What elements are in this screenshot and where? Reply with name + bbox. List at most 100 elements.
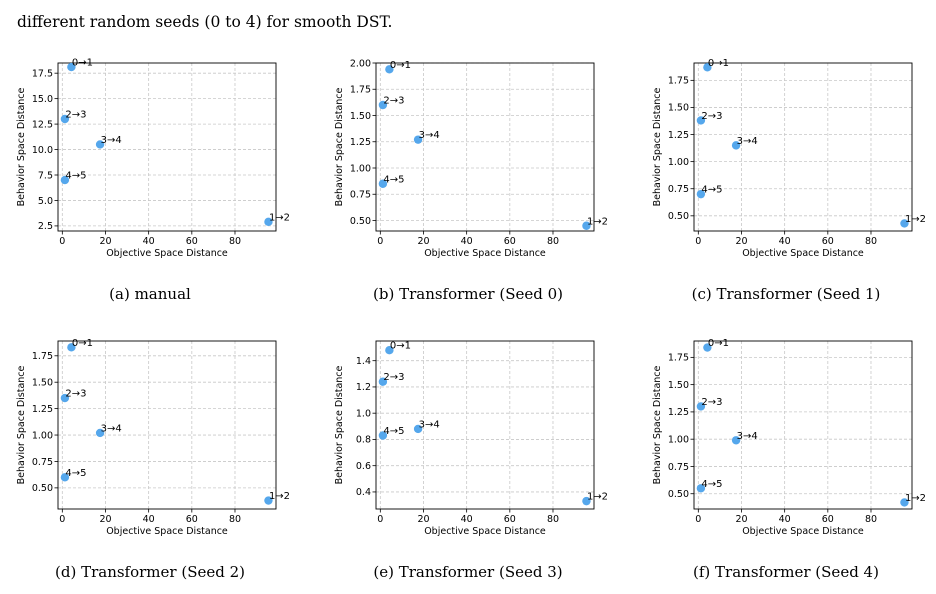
chart-4-point-2 xyxy=(413,424,423,434)
chart-panel-a: 0 20 40 60 80 2.5 5.0 7.5 10.0 12.5 15.0 17.5 Object… xyxy=(0,55,300,315)
chart-0-y-axis-label: Behavior Space Distance xyxy=(16,87,27,206)
chart-3-point-3 xyxy=(60,473,70,482)
chart-1-y-tick-label: 0.75 xyxy=(350,190,371,201)
chart-5-point-label-3: 4→5 xyxy=(701,479,722,490)
chart-2-y-tick-label: 1.00 xyxy=(668,157,689,168)
chart-0-x-tick-label: 80 xyxy=(229,236,241,247)
chart-1-y-tick-label: 2.00 xyxy=(350,58,371,69)
chart-5-point-label-0: 0→1 xyxy=(708,338,729,349)
chart-4-point-label-4: 1→2 xyxy=(587,492,608,503)
chart-1-y-tick-label: 1.00 xyxy=(350,163,371,174)
chart-1-point-3 xyxy=(378,179,388,188)
chart-2-grid xyxy=(694,63,912,231)
chart-3-y-tick-label: 1.25 xyxy=(32,404,53,415)
chart-3-grid xyxy=(58,341,276,509)
chart-5-x-tick-label: 20 xyxy=(735,514,747,525)
chart-3-point-label-1: 2→3 xyxy=(65,389,86,400)
chart-2-point-0 xyxy=(703,63,712,72)
chart-0-point-0 xyxy=(67,62,76,72)
chart-1-y-axis-label: Behavior Space Distance xyxy=(334,87,345,206)
chart-2-point-1 xyxy=(696,116,706,125)
chart-1-x-tick-label: 80 xyxy=(547,236,559,247)
chart-panel-d: 0 20 40 60 80 0.50 0.75 1.00 1.25 1.50 1.75 Objecti… xyxy=(0,333,300,593)
caption-d: (d) Transformer (Seed 2) xyxy=(55,563,245,581)
chart-panel-f: 0 20 40 60 80 0.50 0.75 1.00 1.25 1.50 1.75 Objecti… xyxy=(636,333,936,593)
chart-1-x-tick-label: 60 xyxy=(504,236,516,247)
chart-4-x-tick-label: 40 xyxy=(461,514,473,525)
chart-2-x-tick-label: 80 xyxy=(865,236,877,247)
chart-1-y-tick-label: 0.50 xyxy=(350,216,371,227)
chart-2-y-tick-label: 0.50 xyxy=(668,211,689,222)
chart-4-point-label-3: 4→5 xyxy=(383,426,404,437)
chart-0-point-3 xyxy=(60,175,70,185)
chart-2-point-label-0: 0→1 xyxy=(708,58,729,69)
chart-4-plot-frame xyxy=(375,340,595,510)
chart-0-y-tick-label: 7.5 xyxy=(38,170,53,181)
caption-f: (f) Transformer (Seed 4) xyxy=(693,563,879,581)
chart-1-point-label-4: 1→2 xyxy=(587,216,608,227)
chart-5-y-tick-label: 1.00 xyxy=(668,434,689,445)
chart-3-y-axis-label: Behavior Space Distance xyxy=(16,365,27,484)
chart-4-y-tick-label: 0.6 xyxy=(356,461,371,472)
chart-4-y-tick-label: 0.4 xyxy=(356,487,371,498)
scatter-plot-e: 0 20 40 60 80 0.4 0.6 0.8 1.0 1.2 1.4 Objective Spa… xyxy=(334,340,608,537)
chart-5-point-1 xyxy=(696,402,706,411)
chart-2-x-tick-label: 0 xyxy=(695,236,701,247)
chart-4-x-tick-label: 60 xyxy=(504,514,516,525)
chart-2-point-label-4: 1→2 xyxy=(905,214,926,225)
chart-4-y-axis-label: Behavior Space Distance xyxy=(334,365,345,484)
chart-5-point-0 xyxy=(703,343,712,352)
chart-0-y-tick-label: 15.0 xyxy=(32,94,53,105)
chart-3-point-0 xyxy=(67,343,76,352)
chart-0-point-label-4: 1→2 xyxy=(269,212,290,223)
chart-5-point-4 xyxy=(900,498,909,507)
caption-c: (c) Transformer (Seed 1) xyxy=(691,285,881,303)
scatter-plot-b: 0 20 40 60 80 0.50 0.75 1.00 1.25 1.50 1.75 2.00 Obj… xyxy=(334,58,608,259)
chart-0-y-tick-label: 5.0 xyxy=(38,196,53,207)
chart-5-y-tick-label: 1.75 xyxy=(668,353,689,364)
chart-5-grid xyxy=(694,341,912,509)
chart-1-x-axis-label: Objective Space Distance xyxy=(424,248,546,259)
chart-2-point-2 xyxy=(731,141,741,150)
chart-2-x-tick-label: 20 xyxy=(735,236,747,247)
chart-4-x-axis-label: Objective Space Distance xyxy=(424,526,546,537)
chart-2-x-axis-label: Objective Space Distance xyxy=(742,248,864,259)
chart-3-y-tick-label: 0.50 xyxy=(32,483,53,494)
chart-4-grid xyxy=(376,341,594,509)
chart-3-x-tick-label: 60 xyxy=(186,514,198,525)
chart-3-plot-frame xyxy=(57,340,277,510)
chart-1-point-2 xyxy=(413,135,423,144)
chart-1-x-tick-label: 0 xyxy=(377,236,383,247)
chart-4-x-tick-label: 80 xyxy=(547,514,559,525)
caption-a: (a) manual xyxy=(109,285,191,303)
chart-4-point-label-2: 3→4 xyxy=(419,419,440,430)
chart-5-point-2 xyxy=(731,436,741,445)
chart-4-point-4 xyxy=(582,496,591,506)
chart-4-point-label-0: 0→1 xyxy=(390,341,411,352)
chart-1-y-tick-label: 1.25 xyxy=(350,137,371,148)
chart-1-grid xyxy=(376,62,594,231)
chart-0-x-tick-label: 40 xyxy=(143,236,155,247)
scatter-plot-c: 0 20 40 60 80 0.50 0.75 1.00 1.25 1.50 1.75 Objecti… xyxy=(652,58,926,259)
scatter-plot-a: 0 20 40 60 80 2.5 5.0 7.5 10.0 12.5 15.0 17.5 Object… xyxy=(16,58,290,259)
chart-0-x-tick-label: 20 xyxy=(99,236,111,247)
chart-2-point-label-3: 4→5 xyxy=(701,185,722,196)
chart-1-x-tick-label: 40 xyxy=(461,236,473,247)
chart-5-y-tick-label: 0.50 xyxy=(668,489,689,500)
chart-2-y-tick-label: 0.75 xyxy=(668,184,689,195)
chart-2-point-4 xyxy=(900,219,909,228)
chart-2-point-3 xyxy=(696,189,706,199)
chart-4-point-label-1: 2→3 xyxy=(383,372,404,383)
chart-2-y-axis-label: Behavior Space Distance xyxy=(652,87,663,206)
chart-3-point-2 xyxy=(95,428,105,438)
chart-5-x-tick-label: 0 xyxy=(695,514,701,525)
chart-4-y-tick-label: 0.8 xyxy=(356,435,371,446)
caption-e: (e) Transformer (Seed 3) xyxy=(373,563,563,581)
chart-4-point-1 xyxy=(378,377,388,386)
chart-3-x-tick-label: 0 xyxy=(59,514,65,525)
chart-4-y-tick-label: 1.4 xyxy=(356,356,371,367)
chart-0-point-label-0: 0→1 xyxy=(72,58,93,69)
chart-5-plot-frame xyxy=(693,340,913,510)
chart-4-x-tick-label: 20 xyxy=(417,514,429,525)
chart-1-plot-frame xyxy=(375,62,595,232)
